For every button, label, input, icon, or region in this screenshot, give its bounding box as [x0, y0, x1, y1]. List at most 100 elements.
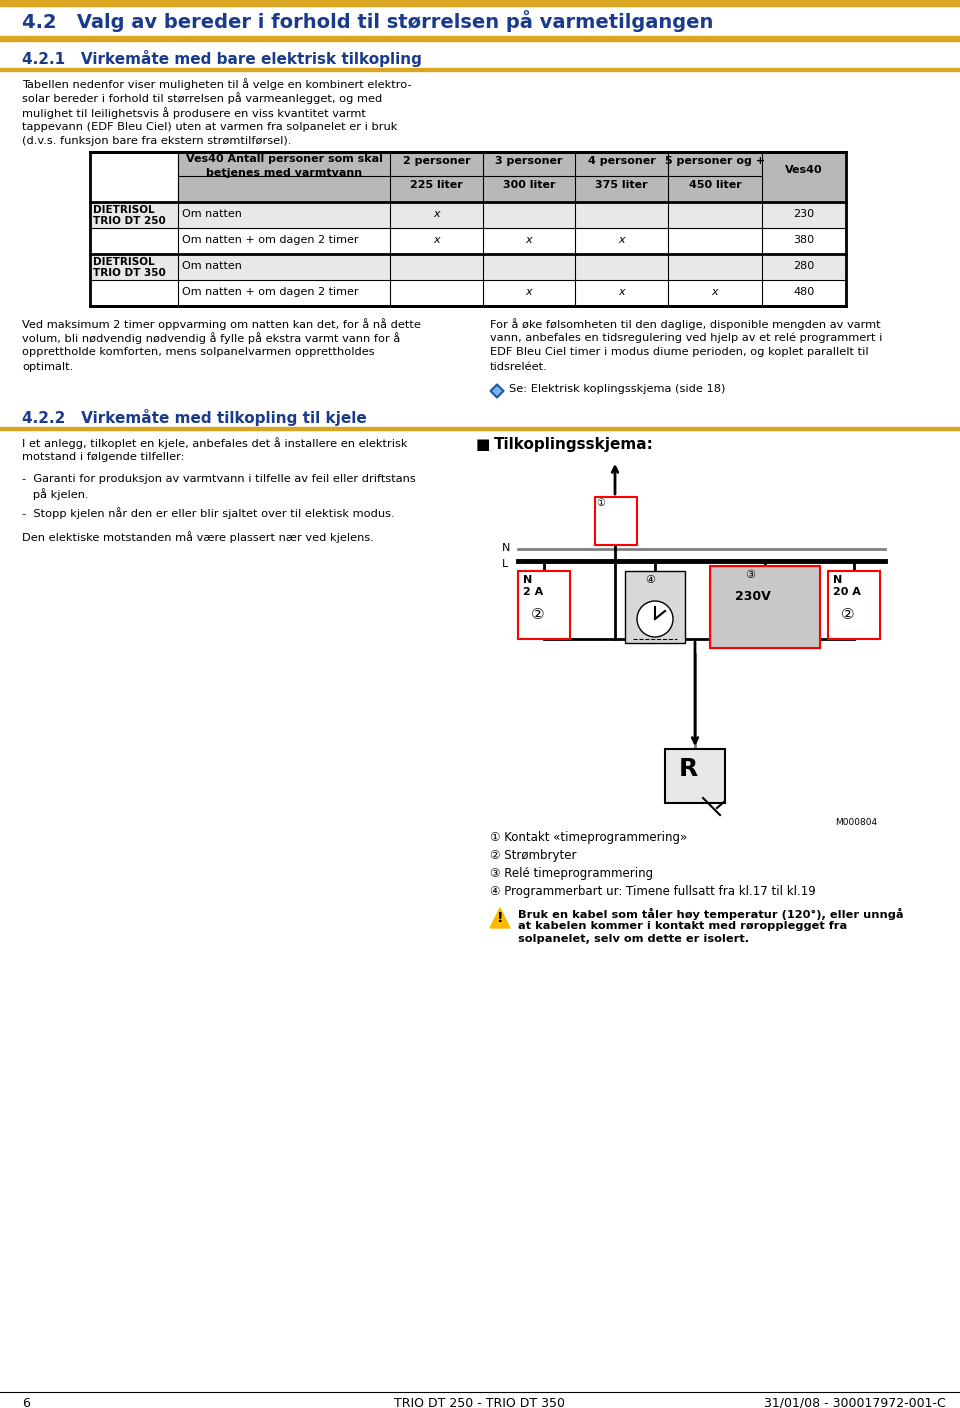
Text: I et anlegg, tilkoplet en kjele, anbefales det å installere en elektrisk: I et anlegg, tilkoplet en kjele, anbefal… — [22, 436, 407, 449]
Text: N: N — [833, 574, 842, 584]
Text: x: x — [433, 235, 440, 245]
Bar — [90, 152, 846, 306]
Text: x: x — [526, 287, 532, 297]
Bar — [710, 566, 820, 648]
Text: ② Strømbryter: ② Strømbryter — [490, 849, 577, 862]
Text: 31/01/08 - 300017972-001-C: 31/01/08 - 300017972-001-C — [764, 1397, 946, 1408]
Text: DIETRISOL: DIETRISOL — [93, 258, 155, 268]
Bar — [518, 572, 570, 639]
Text: 375 liter: 375 liter — [595, 180, 648, 190]
Text: x: x — [526, 235, 532, 245]
Text: 380: 380 — [793, 235, 815, 245]
Bar — [0, 37, 960, 41]
Text: volum, bli nødvendig nødvendig å fylle på ekstra varmt vann for å: volum, bli nødvendig nødvendig å fylle p… — [22, 332, 400, 345]
Text: 4 personer: 4 personer — [588, 156, 656, 166]
Text: vann, anbefales en tidsregulering ved hjelp av et relé programmert i: vann, anbefales en tidsregulering ved hj… — [490, 332, 882, 344]
Text: -  Garanti for produksjon av varmtvann i tilfelle av feil eller driftstans: - Garanti for produksjon av varmtvann i … — [22, 474, 416, 484]
Text: tappevann (EDF Bleu Ciel) uten at varmen fra solpanelet er i bruk: tappevann (EDF Bleu Ciel) uten at varmen… — [22, 121, 397, 131]
Text: Se: Elektrisk koplingsskjema (side 18): Se: Elektrisk koplingsskjema (side 18) — [509, 384, 726, 394]
Text: tidsreléet.: tidsreléet. — [490, 362, 548, 372]
Text: ②: ② — [531, 607, 544, 622]
Text: 5 personer og +: 5 personer og + — [665, 156, 765, 166]
Bar — [90, 253, 846, 280]
Text: Om natten: Om natten — [182, 208, 242, 220]
Bar — [0, 68, 960, 70]
Text: 6: 6 — [22, 1397, 30, 1408]
Text: 225 liter: 225 liter — [410, 180, 463, 190]
Text: L: L — [502, 559, 508, 569]
Text: DIETRISOL: DIETRISOL — [93, 206, 155, 215]
Text: Bruk en kabel som tåler høy temperatur (120°), eller unngå: Bruk en kabel som tåler høy temperatur (… — [518, 908, 903, 919]
Text: x: x — [433, 208, 440, 220]
Text: Den elektiske motstanden må være plassert nær ved kjelens.: Den elektiske motstanden må være plasser… — [22, 531, 373, 543]
Text: motstand i følgende tilfeller:: motstand i følgende tilfeller: — [22, 452, 184, 462]
Text: ① Kontakt «timeprogrammering»: ① Kontakt «timeprogrammering» — [490, 831, 687, 843]
Text: (d.v.s. funksjon bare fra ekstern strømtilførsel).: (d.v.s. funksjon bare fra ekstern strømt… — [22, 137, 292, 146]
Text: ④: ④ — [645, 574, 655, 584]
Bar — [595, 497, 637, 545]
Text: ②: ② — [841, 607, 854, 622]
Text: Ves40 Antall personer som skal
betjenes med varmtvann: Ves40 Antall personer som skal betjenes … — [185, 153, 382, 177]
Polygon shape — [490, 908, 510, 928]
Polygon shape — [493, 387, 501, 396]
Text: 2 A: 2 A — [523, 587, 543, 597]
Bar — [90, 228, 846, 253]
Text: på kjelen.: på kjelen. — [22, 489, 88, 500]
Text: -  Stopp kjelen når den er eller blir sjaltet over til elektisk modus.: - Stopp kjelen når den er eller blir sja… — [22, 507, 395, 520]
Text: N: N — [502, 543, 511, 553]
Text: TRIO DT 250: TRIO DT 250 — [93, 215, 166, 227]
Bar — [828, 572, 880, 639]
Text: 4.2   Valg av bereder i forhold til størrelsen på varmetilgangen: 4.2 Valg av bereder i forhold til større… — [22, 10, 713, 32]
Text: ③: ③ — [745, 570, 755, 580]
Text: For å øke følsomheten til den daglige, disponible mengden av varmt: For å øke følsomheten til den daglige, d… — [490, 318, 880, 329]
Text: 450 liter: 450 liter — [688, 180, 741, 190]
Text: x: x — [618, 287, 625, 297]
Text: 230V: 230V — [735, 590, 771, 603]
Text: Om natten: Om natten — [182, 260, 242, 270]
Text: ①: ① — [596, 498, 605, 508]
Text: x: x — [618, 235, 625, 245]
Text: at kabelen kommer i kontakt med røropplegget fra: at kabelen kommer i kontakt med røropple… — [518, 921, 848, 931]
Polygon shape — [490, 384, 504, 398]
Text: Ved maksimum 2 timer oppvarming om natten kan det, for å nå dette: Ved maksimum 2 timer oppvarming om natte… — [22, 318, 420, 329]
Bar — [90, 280, 846, 306]
Text: ③ Relé timeprogrammering: ③ Relé timeprogrammering — [490, 867, 653, 880]
Bar — [90, 201, 846, 228]
Bar — [0, 427, 960, 429]
Bar — [625, 572, 685, 643]
Text: optimalt.: optimalt. — [22, 362, 73, 372]
Text: 280: 280 — [793, 260, 815, 270]
Text: opprettholde komforten, mens solpanelvarmen opprettholdes: opprettholde komforten, mens solpanelvar… — [22, 346, 374, 358]
Text: 2 personer: 2 personer — [402, 156, 470, 166]
Text: !: ! — [496, 911, 503, 925]
Text: Ves40: Ves40 — [785, 165, 823, 175]
Text: 4.2.2   Virkemåte med tilkopling til kjele: 4.2.2 Virkemåte med tilkopling til kjele — [22, 408, 367, 427]
Text: solar bereder i forhold til størrelsen på varmeanlegget, og med: solar bereder i forhold til størrelsen p… — [22, 93, 382, 104]
Text: Tabellen nedenfor viser muligheten til å velge en kombinert elektro-: Tabellen nedenfor viser muligheten til å… — [22, 77, 412, 90]
Text: 3 personer: 3 personer — [495, 156, 563, 166]
Text: ④ Programmerbart ur: Timene fullsatt fra kl.17 til kl.19: ④ Programmerbart ur: Timene fullsatt fra… — [490, 886, 816, 898]
Text: Om natten + om dagen 2 timer: Om natten + om dagen 2 timer — [182, 287, 358, 297]
Text: ■: ■ — [476, 436, 491, 452]
Text: TRIO DT 350: TRIO DT 350 — [93, 268, 166, 277]
Text: M000804: M000804 — [835, 818, 877, 826]
Text: mulighet til leilighetsvis å produsere en viss kvantitet varmt: mulighet til leilighetsvis å produsere e… — [22, 107, 366, 118]
FancyBboxPatch shape — [665, 749, 725, 803]
Text: TRIO DT 250 - TRIO DT 350: TRIO DT 250 - TRIO DT 350 — [395, 1397, 565, 1408]
Bar — [0, 0, 960, 6]
Text: 4.2.1   Virkemåte med bare elektrisk tilkopling: 4.2.1 Virkemåte med bare elektrisk tilko… — [22, 51, 421, 68]
Text: Om natten + om dagen 2 timer: Om natten + om dagen 2 timer — [182, 235, 358, 245]
Bar — [178, 152, 846, 201]
Text: 300 liter: 300 liter — [503, 180, 555, 190]
Bar — [710, 566, 820, 648]
Text: 20 A: 20 A — [833, 587, 861, 597]
Text: 480: 480 — [793, 287, 815, 297]
Text: x: x — [711, 287, 718, 297]
Text: N: N — [523, 574, 532, 584]
Text: EDF Bleu Ciel timer i modus diume perioden, og koplet parallelt til: EDF Bleu Ciel timer i modus diume period… — [490, 346, 869, 358]
Text: solpanelet, selv om dette er isolert.: solpanelet, selv om dette er isolert. — [518, 934, 749, 943]
Text: R: R — [679, 758, 698, 781]
Circle shape — [637, 601, 673, 636]
Text: 230: 230 — [793, 208, 815, 220]
Text: Tilkoplingsskjema:: Tilkoplingsskjema: — [494, 436, 654, 452]
